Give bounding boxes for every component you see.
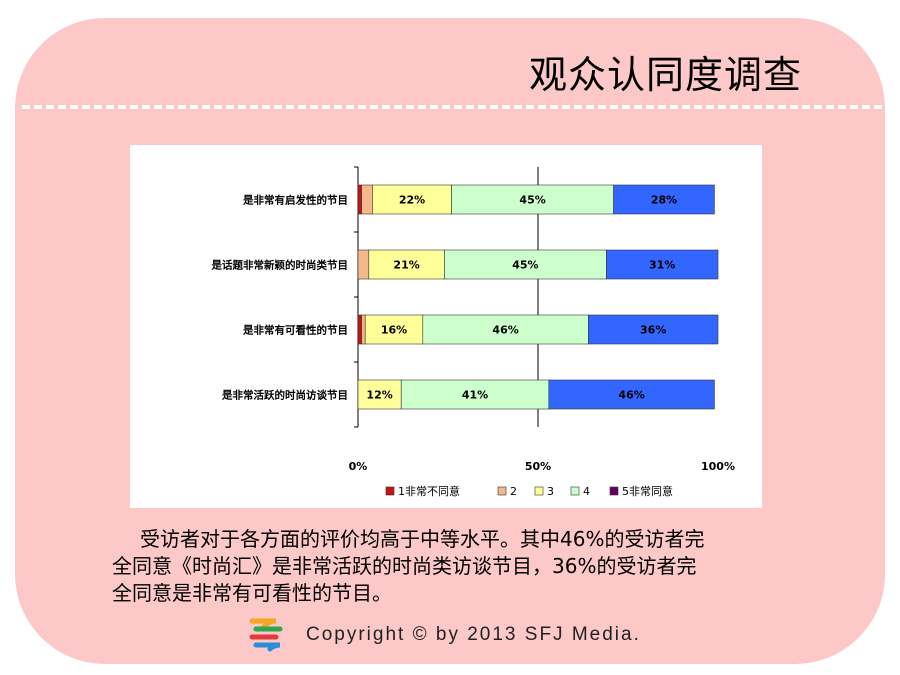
data-label: 22%	[399, 194, 425, 207]
bar-segment	[364, 314, 424, 345]
bar-segment	[357, 314, 362, 345]
bar-segment	[606, 249, 719, 280]
data-label: 41%	[462, 389, 488, 402]
bar-segment	[422, 314, 589, 345]
bar-segment	[588, 314, 719, 345]
survey-chart: 是非常有启发性的节目 22% 45% 28% 是话题非常新颖的时尚类节目 21% 45% 31…	[130, 145, 762, 508]
data-label: 21%	[393, 259, 419, 272]
legend-label: 5非常同意	[622, 484, 673, 498]
bar-segment	[357, 379, 402, 410]
bar-segment	[400, 379, 550, 410]
copyright-text: Copyright © by 2013 SFJ Media.	[306, 624, 641, 645]
category-label: 是非常有启发性的节目	[242, 194, 348, 207]
x-tick-label: 50%	[525, 460, 551, 473]
category-label: 是非常有可看性的节目	[242, 324, 348, 337]
category-label: 是非常活跃的时尚访谈节目	[221, 389, 348, 402]
data-label: 46%	[618, 389, 644, 402]
data-label: 46%	[492, 324, 518, 337]
bar-segment	[548, 379, 715, 410]
x-tick-label: 100%	[701, 460, 735, 473]
slide-title: 观众认同度调查	[528, 53, 802, 97]
bar-segment	[361, 184, 373, 215]
legend-marker	[570, 486, 580, 496]
legend-marker	[385, 486, 395, 496]
data-label: 12%	[366, 389, 392, 402]
legend-marker	[534, 486, 544, 496]
data-label: 45%	[519, 194, 545, 207]
bar-segment	[444, 249, 607, 280]
bar-segment	[451, 184, 614, 215]
summary-line-1: 受访者对于各方面的评价均高于中等水平。其中46%的受访者完	[140, 527, 705, 551]
data-label: 31%	[649, 259, 675, 272]
legend-label: 4	[583, 485, 590, 498]
bar-segment	[613, 184, 715, 215]
bar-segment	[357, 249, 370, 280]
legend-label: 3	[547, 485, 554, 498]
bar-segment	[368, 249, 445, 280]
summary-text: 受访者对于各方面的评价均高于中等水平。其中46%的受访者完 全同意《时尚汇》是非…	[112, 526, 792, 607]
data-label: 36%	[640, 324, 666, 337]
legend-label: 2	[510, 485, 517, 498]
data-label: 28%	[651, 194, 677, 207]
data-label: 45%	[512, 259, 538, 272]
x-tick-label: 0%	[349, 460, 368, 473]
summary-line-2: 全同意《时尚汇》是非常活跃的时尚类访谈节目，36%的受访者完	[112, 554, 697, 578]
dashed-divider	[22, 105, 882, 109]
summary-line-3: 全同意是非常有可看性的节目。	[112, 581, 392, 605]
footer: Copyright © by 2013 SFJ Media.	[246, 617, 641, 653]
bar-segment	[361, 314, 366, 345]
category-label: 是话题非常新颖的时尚类节目	[211, 259, 349, 272]
legend-marker	[609, 486, 619, 496]
data-label: 16%	[381, 324, 407, 337]
legend-marker	[497, 486, 507, 496]
stacked-bar-chart-svg: 是非常有启发性的节目 22% 45% 28%是话题非常新颖的时尚类节目 21% 45% 31…	[211, 166, 735, 498]
bar-segment	[357, 184, 362, 215]
sfj-logo-icon	[249, 618, 283, 652]
legend-label: 1非常不同意	[398, 484, 460, 498]
